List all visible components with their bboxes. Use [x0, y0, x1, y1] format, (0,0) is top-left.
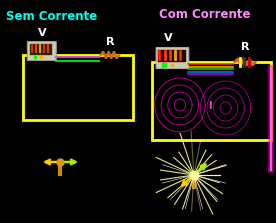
Bar [152, 62, 271, 140]
Text: I: I [208, 101, 211, 111]
Bar [23, 55, 133, 120]
FancyBboxPatch shape [27, 41, 56, 60]
Text: V: V [38, 28, 46, 38]
Bar [30, 44, 52, 55]
Text: Sem Corrente: Sem Corrente [6, 10, 97, 23]
Text: R: R [241, 42, 250, 52]
Bar [158, 50, 185, 62]
Text: R: R [106, 37, 114, 47]
Text: Com Corrente: Com Corrente [159, 8, 251, 21]
Text: V: V [164, 33, 173, 43]
FancyBboxPatch shape [156, 47, 189, 68]
